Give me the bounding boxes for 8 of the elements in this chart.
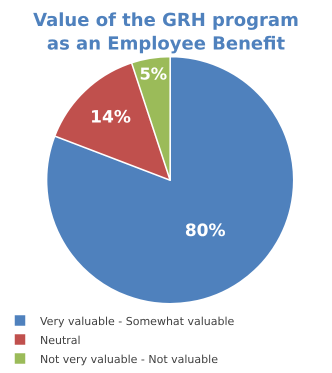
pie-slice <box>46 56 294 304</box>
data-label: 80% <box>184 221 226 242</box>
data-label: 5% <box>139 64 168 84</box>
legend-label: Very valuable - Somewhat valuable <box>40 314 235 328</box>
chart-title: Value of the GRH program as an Employee Benefit <box>33 10 299 55</box>
legend-label: Not very valuable - Not valuable <box>40 352 218 366</box>
data-label: 14% <box>90 108 131 128</box>
legend-label: Neutral <box>40 334 81 347</box>
